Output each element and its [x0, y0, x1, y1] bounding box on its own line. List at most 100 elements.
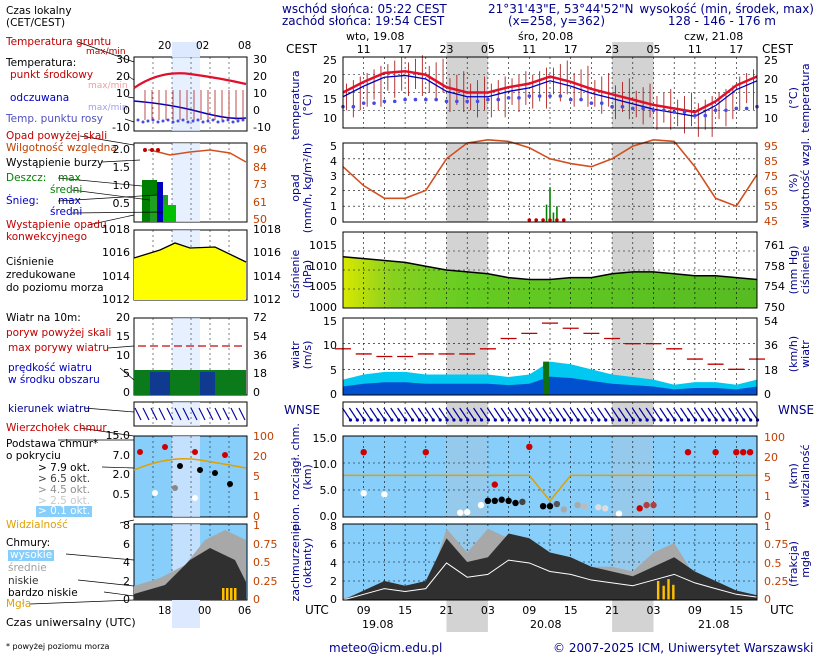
tick-hum-right: 55	[764, 200, 778, 213]
legend-pointer	[127, 96, 135, 99]
legend-perceived: odczuwana	[10, 92, 70, 104]
cest-label: CEST	[286, 42, 317, 56]
tick-fog-right: 0.5	[764, 556, 782, 570]
tick-fog-right: 0	[764, 593, 771, 606]
wind-dir-head	[383, 418, 387, 422]
wind-dir-head	[562, 418, 566, 422]
tick-pres-left: 1015	[309, 239, 337, 252]
cloud-base-dot	[650, 501, 657, 509]
wind-dir-head	[397, 418, 401, 422]
wind-dir-arrow	[514, 407, 524, 421]
legend-clouds: Chmury:	[6, 537, 51, 549]
wind-dir-arrow	[500, 407, 510, 421]
dew-point-dot	[631, 106, 635, 111]
wind-dir-head	[493, 418, 497, 422]
wind-dir-arrow	[355, 407, 365, 421]
tick-cover-left: 8	[330, 520, 337, 533]
wind-dir-head	[452, 418, 456, 422]
wind-dir-head	[376, 418, 380, 422]
wind-dir-arrow	[583, 407, 593, 421]
legend-okt: > 4.5 okt.	[38, 484, 91, 496]
wind-dir-head	[569, 418, 573, 422]
day-label-top: czw, 21.08	[684, 30, 744, 43]
wind-dir-head	[645, 418, 649, 422]
dew-point-dot	[351, 104, 356, 109]
wind-dir-arrow	[521, 407, 531, 421]
tick-mini-temp-right: 0	[253, 104, 260, 117]
mini-dew-dot	[171, 120, 175, 124]
wind-dir-head	[611, 418, 615, 422]
wind-dir-arrow	[555, 407, 565, 421]
wind-dir-arrow	[569, 407, 579, 421]
mini-dew-dot	[141, 120, 145, 124]
tick-pres-right: 758	[764, 259, 785, 273]
tick-mini-pres-right: 1014	[253, 269, 281, 283]
dew-point-dot	[486, 97, 490, 102]
tick-wind-left: 10	[323, 339, 337, 353]
wind-dir-head	[749, 418, 753, 422]
mini-dew-dot	[156, 120, 160, 124]
tick-cloud-left: 0.0	[319, 510, 338, 523]
footer-email[interactable]: meteo@icm.edu.pl	[329, 641, 443, 655]
legend-precip-above: Opad powyżej skali	[6, 130, 108, 142]
mini-dew-dot	[231, 120, 235, 124]
legend-vlow: bardzo niskie	[8, 587, 78, 599]
mini-cloud-dot	[172, 485, 178, 491]
wind-dir-arrow	[341, 407, 351, 421]
legend-pressure: do poziomu morza	[6, 282, 104, 294]
legend-fog: Mgła	[6, 598, 32, 610]
legend-pointer	[107, 345, 135, 349]
mini-dir-arrow	[150, 407, 158, 421]
cloud-base-dot	[512, 499, 519, 507]
mini-dew-dot	[196, 118, 200, 122]
tick-mini-precip-left: 2.0	[112, 143, 131, 156]
tick-mini-fog-right: 0.5	[253, 556, 271, 569]
visibility-line	[343, 474, 757, 502]
cloud-base-dot	[477, 501, 485, 509]
wind-dir-head	[466, 418, 470, 422]
mini-pressure-area	[134, 243, 246, 300]
tick-mini-temp-right: -10	[253, 121, 271, 134]
wind-dir-arrow	[631, 407, 641, 421]
wind-dir-head	[348, 418, 353, 422]
dew-point-dot	[641, 106, 645, 111]
wind-dir-arrow	[617, 407, 627, 421]
tick-mini-cloud-left: 15.0	[105, 429, 131, 442]
tick-pres-left: 1010	[309, 259, 337, 273]
legend-snow-mid: średni	[50, 206, 83, 218]
night-band-axis	[446, 600, 488, 632]
wind-dir-arrow	[590, 407, 600, 421]
hour-local: 17	[729, 43, 744, 56]
convective-dot	[527, 218, 532, 222]
legend-ct-top: Wierzchołek chmur	[6, 422, 107, 434]
wind-dir-arrow	[452, 407, 462, 421]
tick-precip-left: 1	[330, 200, 337, 213]
tick-mini-wind-left: 5	[123, 367, 130, 381]
mini-dew-dot	[236, 119, 240, 123]
legend-pointer	[119, 519, 135, 524]
legend-conv: Wystąpienie opadu	[6, 219, 107, 231]
legend-pointer	[57, 177, 143, 187]
wind-dir-arrow	[638, 407, 648, 421]
wind-dir-head	[631, 418, 635, 422]
legend-pointer	[127, 75, 135, 81]
mini-cloud-low	[134, 548, 246, 600]
legend-wind-speed: prędkość wiatru	[8, 362, 92, 374]
legend-okt: > 0.1 okt.	[36, 505, 93, 517]
mini-dew-dot	[216, 120, 220, 124]
dew-point-dot	[434, 97, 438, 102]
mini-cloud-dot	[212, 470, 218, 476]
dew-point-dot	[724, 108, 728, 113]
wind-speed-inner	[343, 376, 757, 395]
tick-mini-cover-left: 4	[123, 556, 130, 569]
mini-dir-arrow	[158, 407, 166, 421]
dew-point-dot	[548, 94, 552, 98]
hour-utc: 21	[439, 604, 454, 617]
dew-point-dot	[672, 110, 676, 114]
legend-local-time-sub: (CET/CEST)	[6, 17, 66, 29]
tick-temp-right: 15	[764, 92, 778, 106]
mini-dir-arrow	[134, 407, 142, 421]
pressure-line	[342, 255, 758, 281]
cloud-base-dot	[484, 497, 492, 504]
wind-dir-head	[755, 418, 760, 422]
